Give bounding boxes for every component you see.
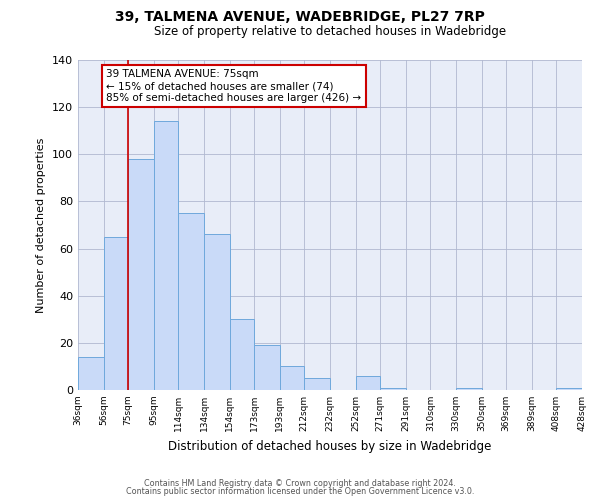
Bar <box>254 345 280 390</box>
Bar <box>78 357 104 390</box>
Bar <box>556 388 582 390</box>
Text: Contains HM Land Registry data © Crown copyright and database right 2024.: Contains HM Land Registry data © Crown c… <box>144 478 456 488</box>
Bar <box>104 237 128 390</box>
Bar <box>456 388 482 390</box>
Bar <box>230 320 254 390</box>
Text: Contains public sector information licensed under the Open Government Licence v3: Contains public sector information licen… <box>126 487 474 496</box>
X-axis label: Distribution of detached houses by size in Wadebridge: Distribution of detached houses by size … <box>169 440 491 452</box>
Bar <box>154 122 178 390</box>
Text: 39 TALMENA AVENUE: 75sqm
← 15% of detached houses are smaller (74)
85% of semi-d: 39 TALMENA AVENUE: 75sqm ← 15% of detach… <box>106 70 361 102</box>
Bar <box>204 234 230 390</box>
Bar <box>178 213 204 390</box>
Bar <box>128 159 154 390</box>
Bar <box>380 388 406 390</box>
Bar <box>356 376 380 390</box>
Bar <box>280 366 304 390</box>
Title: Size of property relative to detached houses in Wadebridge: Size of property relative to detached ho… <box>154 25 506 38</box>
Y-axis label: Number of detached properties: Number of detached properties <box>37 138 46 312</box>
Bar <box>304 378 330 390</box>
Text: 39, TALMENA AVENUE, WADEBRIDGE, PL27 7RP: 39, TALMENA AVENUE, WADEBRIDGE, PL27 7RP <box>115 10 485 24</box>
